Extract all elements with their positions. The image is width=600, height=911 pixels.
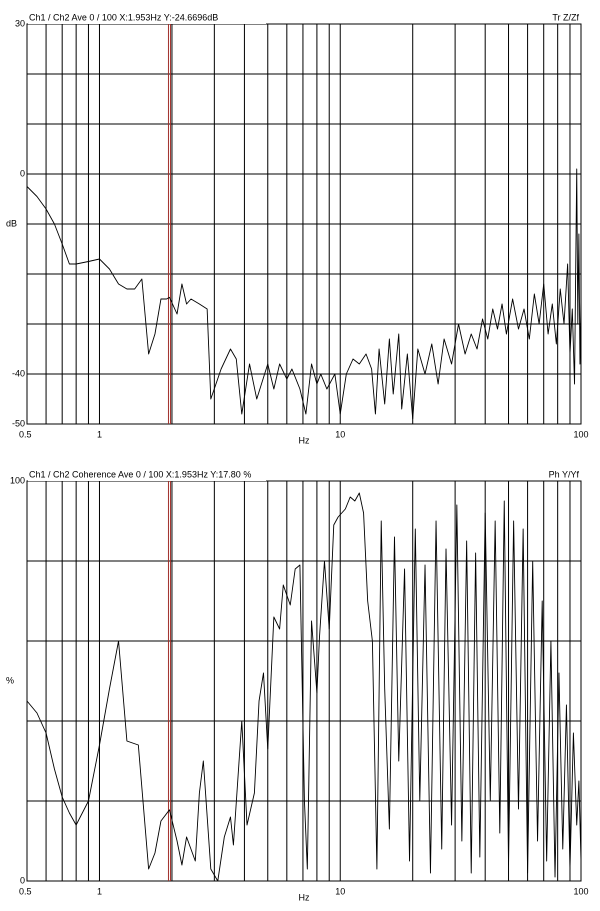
header-bg — [28, 13, 266, 24]
x-tick-label: 100 — [573, 429, 588, 439]
x-axis-label: Hz — [299, 435, 310, 445]
plot-area — [26, 480, 582, 882]
y-tick-label: 0 — [20, 168, 25, 178]
corner-label: Ph Y/Yf — [549, 469, 580, 479]
y-axis-label: % — [6, 675, 14, 685]
x-tick-label: 1 — [97, 886, 102, 896]
y-tick-label: 100 — [10, 475, 25, 485]
x-tick-label: 100 — [573, 886, 588, 896]
x-tick-label: 0.5 — [19, 886, 32, 896]
y-tick-label: 0 — [20, 875, 25, 885]
series-line — [26, 492, 582, 882]
y-axis-label: dB — [6, 218, 17, 228]
x-tick-label: 0.5 — [19, 429, 32, 439]
y-tick-label: 30 — [15, 18, 25, 28]
header-bg — [28, 470, 266, 481]
y-tick-label: -50 — [12, 418, 25, 428]
x-tick-label: 10 — [335, 429, 345, 439]
x-tick-label: 1 — [97, 429, 102, 439]
corner-label: Tr Z/Zf — [552, 12, 579, 22]
x-tick-label: 10 — [335, 886, 345, 896]
header: Ch1 / Ch2 Ave 0 / 100 X:1.953Hz Y:-24.66… — [29, 12, 218, 22]
series-line — [26, 168, 582, 420]
header: Ch1 / Ch2 Coherence Ave 0 / 100 X:1.953H… — [29, 469, 251, 479]
y-tick-label: -40 — [12, 368, 25, 378]
x-axis-label: Hz — [299, 892, 310, 902]
